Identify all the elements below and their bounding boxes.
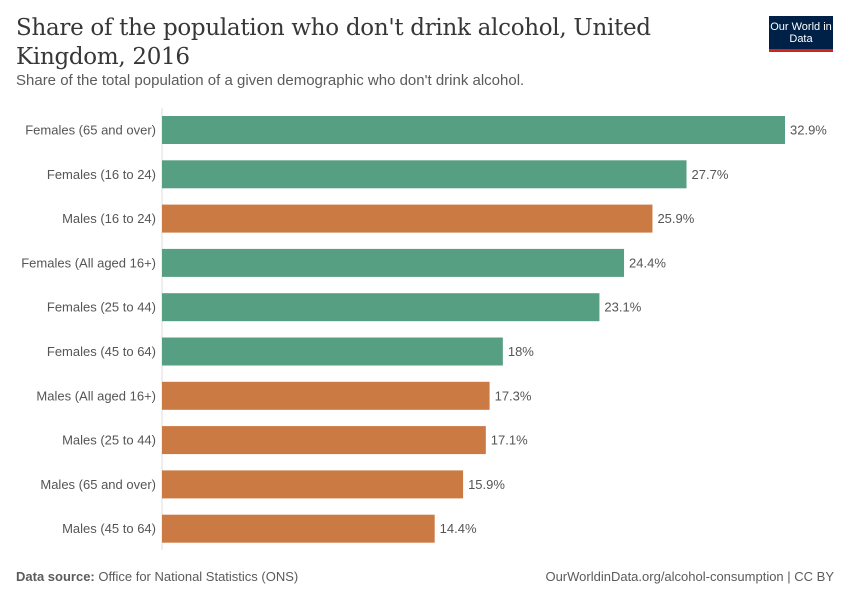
value-label: 32.9% — [790, 123, 827, 138]
bar — [162, 470, 464, 499]
value-label: 25.9% — [657, 211, 694, 226]
source-label: Data source: — [16, 569, 95, 584]
value-label: 17.1% — [491, 433, 528, 448]
bar — [162, 293, 600, 322]
category-label: Males (65 and over) — [40, 477, 156, 492]
value-label: 27.7% — [692, 167, 729, 182]
value-label: 24.4% — [629, 255, 666, 270]
bar — [162, 248, 625, 277]
bar — [162, 381, 490, 410]
bar — [162, 116, 785, 144]
source-text: Office for National Statistics (ONS) — [98, 569, 299, 584]
bar — [162, 426, 486, 455]
value-label: 17.3% — [495, 388, 532, 403]
bar — [162, 160, 687, 189]
category-label: Females (65 and over) — [25, 123, 156, 138]
value-label: 23.1% — [604, 300, 641, 315]
value-label: 15.9% — [468, 477, 505, 492]
category-label: Males (All aged 16+) — [36, 388, 156, 403]
chart-subtitle: Share of the total population of a given… — [16, 72, 525, 89]
bar — [162, 337, 503, 366]
owid-logo[interactable]: Our World in Data — [769, 16, 833, 52]
category-label: Females (16 to 24) — [47, 167, 156, 182]
bar — [162, 204, 653, 233]
category-label: Females (25 to 44) — [47, 300, 156, 315]
bar — [162, 514, 435, 543]
value-label: 18% — [508, 344, 534, 359]
category-label: Males (45 to 64) — [62, 521, 156, 536]
value-label: 14.4% — [440, 521, 477, 536]
category-label: Males (25 to 44) — [62, 433, 156, 448]
footer-link[interactable]: OurWorldinData.org/alcohol-consumption |… — [545, 569, 834, 584]
category-label: Males (16 to 24) — [62, 211, 156, 226]
data-source: Data source: Office for National Statist… — [16, 569, 298, 584]
chart-title: Share of the population who don't drink … — [16, 15, 651, 70]
category-label: Females (All aged 16+) — [21, 255, 156, 270]
category-label: Females (45 to 64) — [47, 344, 156, 359]
